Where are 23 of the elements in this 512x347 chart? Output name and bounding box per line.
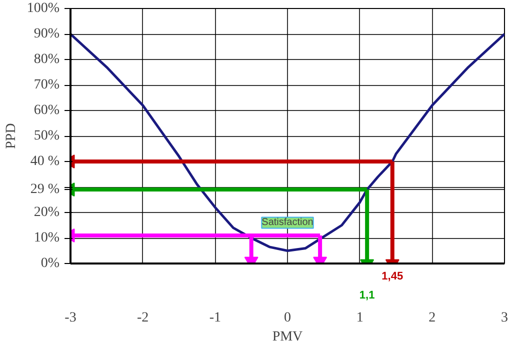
y-tick-label: 90% bbox=[34, 26, 60, 42]
y-tick-label: 70% bbox=[34, 78, 60, 92]
y-tick-label: 60% bbox=[34, 103, 60, 118]
x-tick-label: 1 bbox=[356, 310, 364, 326]
x-tick-label: -3 bbox=[64, 310, 76, 326]
y-tick-label: 80% bbox=[34, 52, 60, 67]
y-tick-label: 40 % bbox=[30, 154, 60, 169]
y-tick-label: 10% bbox=[34, 230, 60, 246]
x-tick-label: -1 bbox=[209, 310, 222, 326]
y-tick-label: 0% bbox=[40, 256, 60, 271]
y-tick-label: 29 % bbox=[30, 182, 60, 198]
annotation: 1,1 bbox=[359, 290, 375, 302]
x-tick-label: 0 bbox=[284, 310, 291, 326]
x-tick-label: 3 bbox=[501, 310, 508, 326]
y-tick-label: 50% bbox=[34, 128, 60, 144]
x-axis-title: PMV bbox=[272, 330, 303, 344]
x-tick-label: 2 bbox=[428, 310, 436, 326]
y-tick-label: 20% bbox=[34, 205, 60, 220]
annotation: 1,45 bbox=[382, 270, 404, 282]
y-axis-title: PPD bbox=[4, 123, 19, 149]
y-tick-label: 100% bbox=[26, 1, 60, 16]
annotation: Satisfaction bbox=[262, 217, 314, 228]
x-tick-label: -2 bbox=[137, 310, 149, 326]
